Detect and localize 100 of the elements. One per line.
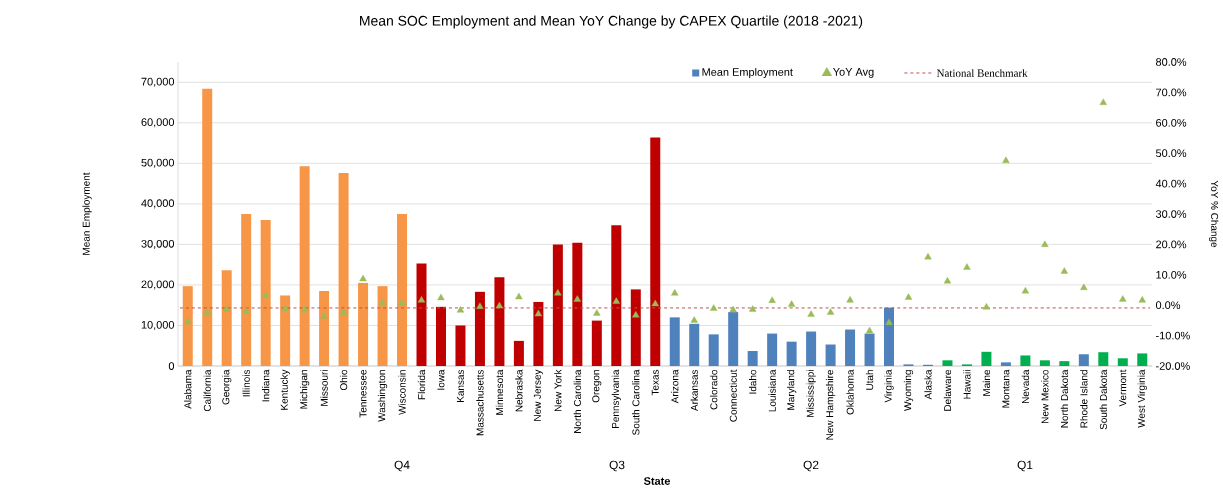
- bar: [611, 225, 622, 366]
- x-tick-label: Arizona: [671, 369, 679, 404]
- point: [534, 309, 543, 317]
- legend-label: National Benchmark: [936, 69, 1028, 77]
- point: [710, 304, 718, 311]
- point: [320, 311, 328, 319]
- x-tick-label: Vermont: [1119, 369, 1127, 407]
- bar: [552, 244, 563, 366]
- x-tick-label: Nevada: [1021, 369, 1030, 404]
- bar: [630, 289, 641, 366]
- bar: [845, 329, 856, 366]
- x-tick-label: Massachusetts: [476, 369, 484, 436]
- y-tick-label: 0: [168, 362, 175, 370]
- bar: [1098, 352, 1109, 366]
- y-tick-label: 50,000: [141, 158, 175, 168]
- point: [1060, 267, 1069, 274]
- bar: [1059, 361, 1070, 366]
- bar: [1078, 354, 1089, 366]
- x-tick-label: Nebraska: [515, 369, 523, 412]
- x-tick-label: Missouri: [320, 370, 328, 406]
- x-tick-label: Alaska: [924, 369, 932, 400]
- bar: [474, 291, 485, 366]
- y2-tick-label: 60.0%: [1156, 118, 1187, 127]
- point: [632, 311, 640, 318]
- point: [943, 276, 952, 284]
- point: [904, 293, 913, 300]
- x-tick-label: Michigan: [299, 370, 310, 409]
- y-axis-title: Mean Employment: [82, 172, 92, 255]
- point: [807, 310, 815, 317]
- x-tick-label: Idaho: [749, 369, 757, 394]
- bar: [241, 214, 252, 366]
- bar: [299, 166, 310, 366]
- point: [768, 296, 776, 303]
- x-tick-label: Louisiana: [768, 369, 776, 412]
- bar: [708, 334, 719, 366]
- point: [1138, 296, 1146, 303]
- x-tick-label: Colorado: [710, 369, 718, 410]
- x-tick-label: Iowa: [437, 369, 445, 390]
- x-tick-label: Kansas: [456, 369, 464, 402]
- x-tick-label: New Mexico: [1041, 369, 1049, 423]
- bar: [669, 317, 680, 366]
- legend-label: YoY Avg: [832, 68, 874, 78]
- point: [729, 305, 737, 313]
- text: Q1: [1017, 460, 1033, 472]
- point: [300, 305, 309, 313]
- point: [339, 308, 348, 315]
- point: [378, 298, 387, 305]
- bar: [747, 351, 758, 366]
- x-tick-label: Minnesota: [495, 369, 504, 415]
- point: [262, 291, 270, 298]
- point: [690, 316, 698, 323]
- x-tick-label: Pennsylvania: [611, 369, 621, 428]
- x-tick-label: Alabama: [184, 369, 192, 409]
- x-tick-label: West Virginia: [1137, 369, 1147, 428]
- bar: [650, 137, 661, 366]
- bar: [455, 325, 466, 366]
- y2-tick-label: -20.0%: [1156, 362, 1190, 370]
- x-tick-label: Florida: [417, 369, 426, 400]
- point: [787, 300, 796, 307]
- x-tick-label: North Carolina: [573, 369, 581, 433]
- y2-tick-label: 20.0%: [1156, 240, 1187, 249]
- point: [184, 317, 192, 325]
- x-tick-label: Oregon: [592, 370, 602, 403]
- x-tick-label: Indiana: [262, 369, 270, 402]
- x-tick-label: Connecticut: [729, 369, 737, 422]
- x-tick-label: California: [203, 369, 211, 412]
- point: [612, 297, 620, 304]
- y-tick-label: 30,000: [141, 239, 175, 249]
- x-tick-label: Georgia: [222, 369, 232, 405]
- x-tick-label: New Hampshire: [825, 369, 836, 440]
- bar: [1039, 360, 1050, 366]
- x-tick-label: Mississippi: [806, 370, 816, 417]
- bar: [1137, 353, 1148, 366]
- bar: [942, 360, 953, 366]
- bar: [689, 323, 700, 366]
- point: [924, 252, 932, 260]
- y2-tick-label: 10.0%: [1156, 270, 1187, 279]
- x-tick-label: Kentucky: [280, 369, 290, 410]
- x-tick-label: Wisconsin: [398, 370, 406, 415]
- bar: [572, 242, 583, 366]
- bar: [182, 286, 193, 366]
- point: [437, 293, 445, 301]
- x-tick-label: Utah: [865, 370, 874, 390]
- point: [982, 303, 991, 310]
- point: [554, 289, 562, 296]
- point: [515, 292, 523, 300]
- y-tick-label: 20,000: [141, 280, 175, 290]
- text: Q4: [394, 460, 410, 472]
- x-tick-label: New Jersey: [533, 369, 543, 421]
- x-tick-label: Hawaii: [963, 370, 971, 399]
- y2-tick-label: 30.0%: [1155, 210, 1187, 218]
- bar: [533, 301, 544, 366]
- point: [242, 307, 250, 314]
- bar: [864, 333, 875, 366]
- point: [476, 302, 484, 309]
- bar: [221, 270, 232, 366]
- point: [1002, 156, 1010, 163]
- x-tick-label: Texas: [651, 369, 659, 396]
- x-tick-label: Arkansas: [690, 369, 698, 412]
- x-tick-label: Delaware: [943, 369, 952, 411]
